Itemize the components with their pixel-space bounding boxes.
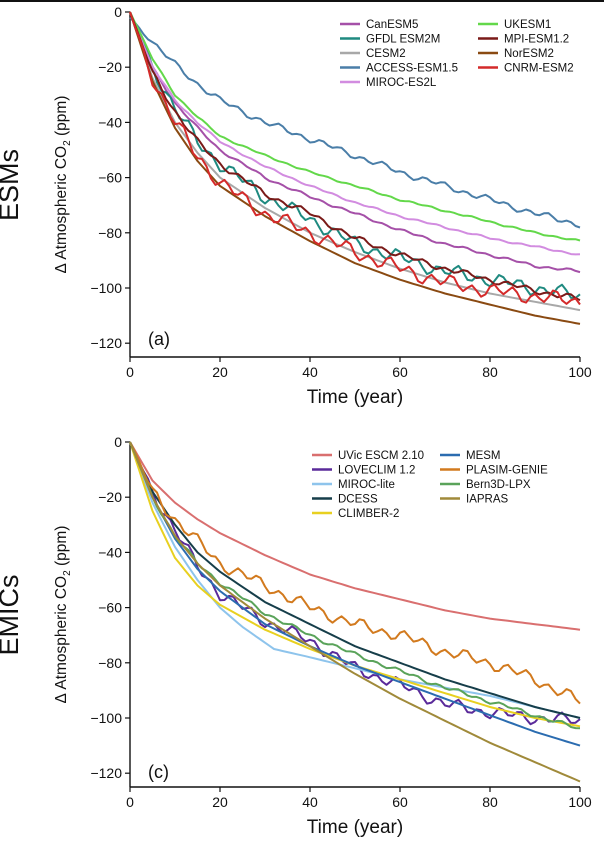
y-axis-label: Δ Atmospheric CO2 (ppm) (53, 96, 73, 274)
x-tick-label: 0 (126, 794, 134, 810)
legend-label: ACCESS-ESM1.5 (366, 63, 458, 75)
y-tick-label: −60 (98, 170, 122, 186)
legend-label: IAPRAS (466, 494, 509, 506)
y-axis-label-sub: 2 (62, 140, 73, 146)
legend-label: Bern3D-LPX (466, 479, 531, 491)
y-tick-label: −120 (90, 335, 122, 351)
x-axis-label: Time (year) (307, 817, 403, 838)
y-axis-label-sub: 2 (62, 570, 73, 576)
legend-label: MPI-ESM1.2 (504, 34, 569, 46)
row-label: EMICs (0, 575, 24, 656)
y-axis-label-unit: (ppm) (53, 96, 70, 141)
y-tick-label: −20 (98, 489, 122, 505)
legend-label: CNRM-ESM2 (504, 63, 574, 75)
y-tick-label: −40 (98, 544, 122, 560)
x-tick-label: 60 (392, 794, 408, 810)
x-tick-label: 80 (482, 794, 498, 810)
y-axis-label-main: Δ Atmospheric CO (53, 576, 70, 704)
legend-label: CLIMBER-2 (338, 508, 399, 520)
panel-label: (c) (148, 762, 169, 782)
y-tick-label: −80 (98, 225, 122, 241)
series-line-iapras (129, 441, 581, 783)
x-tick-label: 20 (212, 794, 228, 810)
legend-label: CanESM5 (366, 19, 418, 31)
legend-label: NorESM2 (504, 48, 554, 60)
y-tick-label: −100 (90, 280, 122, 296)
y-axis-label: Δ Atmospheric CO2 (ppm) (53, 526, 73, 704)
series-line-access-esm1-5 (129, 16, 581, 229)
y-tick-label: −40 (98, 114, 122, 130)
series-line-noresm2 (129, 11, 581, 325)
y-tick-label: −120 (90, 765, 122, 781)
series-line-mesm (129, 441, 581, 747)
panel-1: ESMs Δ Atmospheric CO2 (ppm) 0 −20 −40 −60 −80… (0, 4, 592, 408)
y-tick-label: −80 (98, 655, 122, 671)
y-tick-label: 0 (114, 434, 122, 450)
legend-label: MIROC-ES2L (366, 77, 437, 89)
legend-label: UKESM1 (504, 19, 551, 31)
legend-label: GFDL ESM2M (366, 34, 440, 46)
x-axis-label: Time (year) (307, 387, 403, 408)
x-tick-label: 100 (568, 364, 592, 380)
legend-label: CESM2 (366, 48, 406, 60)
x-tick-label: 100 (568, 794, 592, 810)
panel-label: (a) (148, 329, 170, 349)
x-tick-label: 80 (482, 364, 498, 380)
x-tick-label: 40 (302, 794, 318, 810)
x-tick-label: 60 (392, 364, 408, 380)
y-axis-label-unit: (ppm) (53, 526, 70, 571)
legend-label: LOVECLIM 1.2 (338, 465, 415, 477)
legend-label: PLASIM-GENIE (466, 465, 548, 477)
y-tick-label: −100 (90, 710, 122, 726)
x-tick-label: 20 (212, 364, 228, 380)
x-tick-label: 0 (126, 364, 134, 380)
panel-2: EMICs Δ Atmospheric CO2 (ppm) 0 −20 −40 −60 −8… (0, 434, 592, 838)
x-tick-label: 40 (302, 364, 318, 380)
legend-label: DCESS (338, 494, 378, 506)
series-line-cnrm-esm2 (129, 11, 581, 306)
legend-label: UVic ESCM 2.10 (338, 450, 424, 462)
y-axis-label-main: Δ Atmospheric CO (53, 146, 70, 274)
series-line-miroc-lite (129, 441, 581, 719)
y-tick-label: −60 (98, 600, 122, 616)
series-line-ukesm1 (129, 11, 581, 242)
series-line-canesm5 (129, 11, 581, 274)
top-rule (0, 0, 604, 2)
y-tick-label: −20 (98, 59, 122, 75)
series-line-miroc-es2l (129, 11, 581, 256)
series-line-dcess (129, 441, 581, 719)
legend-label: MIROC-lite (338, 479, 395, 491)
row-label: ESMs (0, 149, 24, 221)
series-line-plasim-genie (129, 441, 581, 705)
series-line-uvic-escm-2-10 (129, 441, 581, 631)
series-line-mpi-esm1-2 (129, 11, 581, 302)
legend-label: MESM (466, 450, 501, 462)
y-tick-label: 0 (114, 4, 122, 20)
